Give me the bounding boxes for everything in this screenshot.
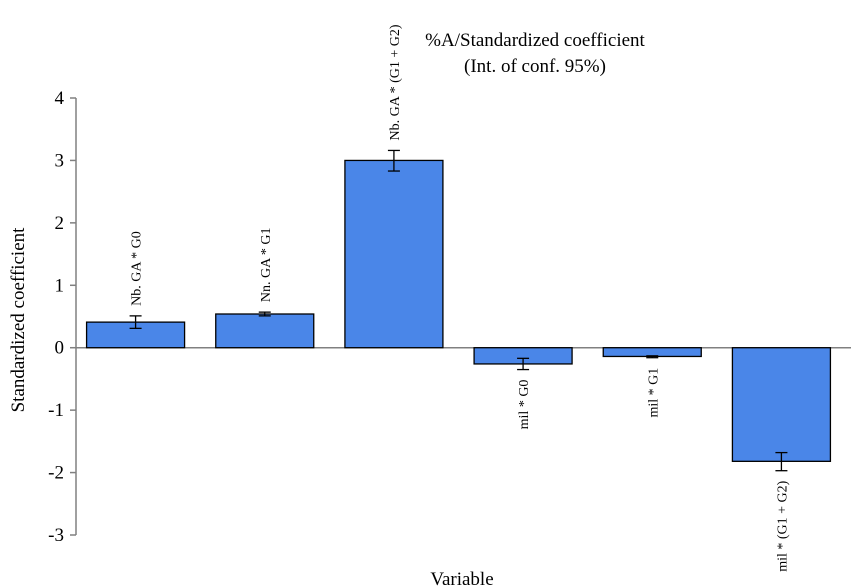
y-tick-label: 4	[55, 88, 65, 109]
bar-label: mil * (G1 + G2)	[775, 480, 790, 571]
x-axis-label: Variable	[430, 569, 493, 588]
bar	[215, 313, 315, 349]
bar	[602, 347, 702, 358]
bar	[731, 347, 832, 462]
chart-subtitle: (Int. of conf. 95%)	[464, 56, 606, 77]
bar-label: mil * G1	[646, 368, 661, 418]
bar-label: Nn. GA * G1	[259, 227, 274, 302]
y-axis-label: Standardized coefficient	[8, 227, 29, 413]
y-tick-label: 1	[55, 275, 65, 296]
y-tick-label: 2	[55, 213, 65, 234]
y-tick-label: 3	[55, 150, 65, 171]
y-tick-label: 0	[55, 338, 65, 359]
chart-title: %A/Standardized coefficient	[425, 30, 645, 51]
bar-label: mil * G0	[517, 380, 532, 430]
bar	[344, 159, 444, 349]
bar-label: Nb. GA * G0	[130, 231, 145, 306]
y-tick-label: -2	[48, 463, 64, 484]
bar-label: Nb. GA * (G1 + G2)	[388, 24, 403, 140]
y-tick-label: -1	[48, 400, 64, 421]
y-tick-label: -3	[48, 525, 64, 546]
